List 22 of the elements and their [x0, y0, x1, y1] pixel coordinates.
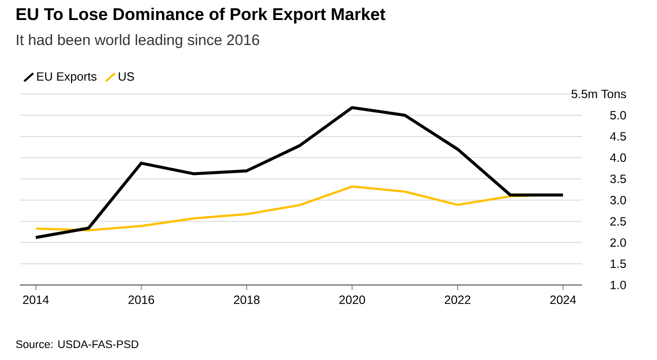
y-tick-label: 4.0: [610, 153, 626, 162]
line-series: [34, 106, 565, 239]
x-tick-label: 2024: [550, 296, 576, 304]
x-tick-label: 2014: [23, 296, 49, 304]
legend-label: EU Exports: [37, 72, 96, 84]
y-tick-label: 3.5: [610, 174, 626, 184]
y-tick-label: 3.0: [610, 196, 626, 204]
x-tick-label: 2020: [339, 296, 366, 304]
legend-label: US: [118, 72, 134, 81]
y-tick-label: 1.5: [610, 260, 626, 268]
y-tick-label: 4.5: [610, 132, 626, 141]
y-tick-label: 5.5m Tons: [572, 90, 626, 98]
y-tick-label: 1.0: [610, 280, 626, 290]
x-tick-label: 2022: [444, 296, 470, 304]
y-tick-label: 2.5: [610, 217, 626, 226]
y-tick-label: 5.0: [610, 110, 626, 120]
source-note: Source: USDA-FAS-PSD: [16, 340, 138, 348]
chart-subtitle: It had been world leading since 2016: [16, 34, 260, 48]
y-tick-label: 2.0: [610, 238, 626, 247]
x-tick-label: 2016: [128, 296, 154, 304]
chart-title: EU To Lose Dominance of Pork Export Market: [16, 8, 386, 24]
x-tick-label: 2018: [234, 296, 260, 304]
